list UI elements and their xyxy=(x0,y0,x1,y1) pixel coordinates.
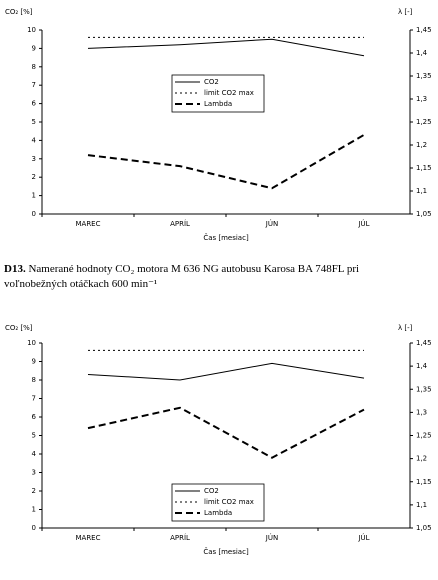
y-tick-label: 1 xyxy=(32,506,36,514)
legend-label: CO2 xyxy=(204,78,219,86)
y-tick-label: 10 xyxy=(27,339,36,347)
series-line xyxy=(87,38,365,57)
x-axis-label: Čas [mesiac] xyxy=(203,547,249,556)
y2-tick-label: 1,25 xyxy=(416,118,432,126)
y2-tick-label: 1,2 xyxy=(416,455,427,463)
y2-tick-label: 1,1 xyxy=(416,187,427,195)
series-line xyxy=(87,362,365,381)
x-tick-label: MAREC xyxy=(75,534,100,542)
y-tick-label: 0 xyxy=(32,524,36,532)
caption-text: Namerané hodnoty CO₂ motora M 636 NG aut… xyxy=(4,263,360,290)
y2-tick-label: 1,15 xyxy=(416,164,432,172)
y-tick-label: 5 xyxy=(32,432,36,440)
y-tick-label: 10 xyxy=(27,26,36,34)
y-tick-label: 5 xyxy=(32,118,36,126)
y-tick-label: 6 xyxy=(32,413,37,421)
y-tick-label: 9 xyxy=(32,358,36,366)
legend-label: Lambda xyxy=(204,100,232,108)
y-tick-label: 7 xyxy=(32,395,36,403)
y2-tick-label: 1,15 xyxy=(416,478,432,486)
series-line xyxy=(87,406,365,459)
x-tick-label: MAREC xyxy=(75,220,100,228)
y2-tick-label: 1,35 xyxy=(416,72,432,80)
y2-tick-label: 1,05 xyxy=(416,210,432,218)
y2-tick-label: 1,45 xyxy=(416,26,432,34)
y-tick-label: 2 xyxy=(32,173,36,181)
y-tick-label: 6 xyxy=(32,100,37,108)
y-tick-label: 4 xyxy=(32,136,37,144)
caption: D13. Namerané hodnoty CO₂ motora M 636 N… xyxy=(4,262,424,292)
series-line xyxy=(87,134,365,190)
x-tick-label: JÚN xyxy=(265,533,278,542)
x-tick-label: JÚL xyxy=(357,219,369,228)
legend-box xyxy=(171,74,265,113)
y2-tick-label: 1,05 xyxy=(416,524,432,532)
caption-label: D13. xyxy=(4,263,26,275)
y-tick-label: 8 xyxy=(32,63,36,71)
legend-label: limit CO2 max xyxy=(204,89,254,97)
y2-axis-label: λ [-] xyxy=(398,324,413,332)
y2-tick-label: 1,45 xyxy=(416,339,432,347)
y-axis-label: CO₂ [%] xyxy=(5,324,33,332)
y2-axis-label: λ [-] xyxy=(398,8,413,16)
y2-tick-label: 1,2 xyxy=(416,141,427,149)
y-tick-label: 7 xyxy=(32,81,36,89)
y2-tick-label: 1,3 xyxy=(416,408,427,416)
x-tick-label: JÚN xyxy=(265,219,278,228)
x-tick-label: APRÍL xyxy=(170,533,190,542)
y2-tick-label: 1,35 xyxy=(416,385,432,393)
y-tick-label: 4 xyxy=(32,450,37,458)
y-axis-label: CO₂ [%] xyxy=(5,8,33,16)
legend-label: limit CO2 max xyxy=(204,498,254,506)
y2-tick-label: 1,4 xyxy=(416,49,428,57)
y2-tick-label: 1,3 xyxy=(416,95,427,103)
y-tick-label: 3 xyxy=(32,155,36,163)
x-tick-label: APRÍL xyxy=(170,219,190,228)
y-tick-label: 3 xyxy=(32,469,36,477)
y-tick-label: 8 xyxy=(32,376,36,384)
y2-tick-label: 1,1 xyxy=(416,501,427,509)
x-axis-label: Čas [mesiac] xyxy=(203,233,249,242)
y-tick-label: 2 xyxy=(32,487,36,495)
y-tick-label: 1 xyxy=(32,192,36,200)
legend-label: Lambda xyxy=(204,509,232,517)
x-tick-label: JÚL xyxy=(357,533,369,542)
legend-box xyxy=(171,483,265,522)
y-tick-label: 0 xyxy=(32,210,36,218)
y-tick-label: 9 xyxy=(32,44,36,52)
y2-tick-label: 1,4 xyxy=(416,362,428,370)
legend-label: CO2 xyxy=(204,487,219,495)
y2-tick-label: 1,25 xyxy=(416,432,432,440)
